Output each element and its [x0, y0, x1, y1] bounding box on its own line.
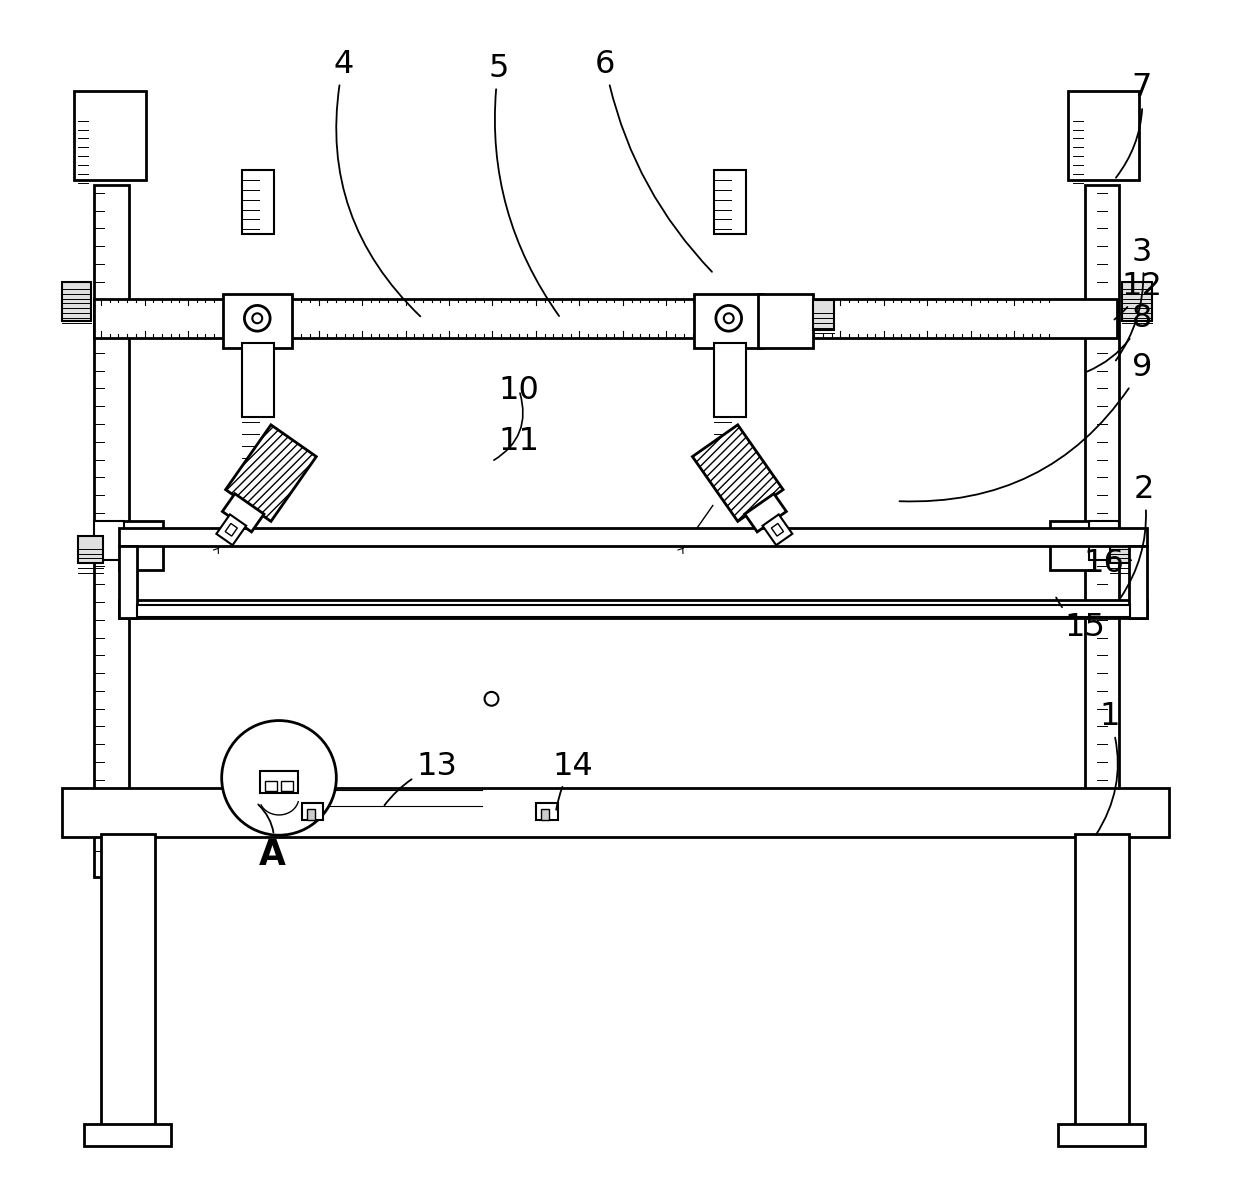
Bar	[1122, 282, 1152, 322]
Bar	[74, 91, 145, 179]
Bar	[243, 343, 274, 417]
Bar	[1050, 521, 1095, 570]
Circle shape	[715, 305, 742, 331]
Text: 11: 11	[498, 426, 539, 457]
Bar	[1128, 545, 1147, 618]
Text: 4: 4	[334, 49, 420, 317]
Bar	[1058, 1124, 1145, 1146]
Bar	[94, 185, 129, 877]
Text: 2: 2	[1121, 474, 1154, 598]
Bar	[243, 170, 274, 234]
Bar	[94, 521, 124, 561]
Bar	[763, 514, 792, 545]
Text: 14: 14	[552, 751, 593, 810]
Text: 8: 8	[1087, 303, 1152, 372]
Bar	[136, 605, 1130, 617]
Text: 1: 1	[1096, 701, 1120, 835]
Text: 6: 6	[595, 49, 712, 271]
Bar	[812, 300, 835, 330]
Text: 9: 9	[899, 352, 1152, 501]
Circle shape	[252, 313, 262, 323]
Bar	[102, 835, 155, 1129]
Bar	[306, 808, 315, 820]
Bar	[119, 527, 1147, 545]
Text: 16: 16	[1084, 548, 1131, 579]
Bar	[1068, 91, 1138, 179]
Circle shape	[222, 720, 336, 835]
Bar	[223, 293, 291, 348]
Bar	[1110, 536, 1135, 563]
Bar	[62, 282, 92, 322]
Bar	[694, 293, 764, 348]
Circle shape	[244, 305, 270, 331]
Bar	[1075, 835, 1128, 1129]
Bar	[94, 299, 1117, 338]
Bar	[119, 545, 136, 618]
Bar	[226, 524, 237, 536]
Bar	[84, 1124, 171, 1146]
Bar	[281, 781, 293, 791]
Text: 15: 15	[1056, 598, 1105, 643]
Bar	[62, 788, 1168, 837]
Circle shape	[485, 692, 498, 706]
Bar	[226, 425, 316, 521]
Bar	[260, 771, 298, 793]
FancyArrowPatch shape	[494, 393, 523, 460]
Bar	[78, 536, 103, 563]
Text: 10: 10	[498, 374, 539, 405]
Bar	[265, 781, 277, 791]
Bar	[301, 803, 324, 820]
Bar	[222, 494, 264, 532]
Bar	[119, 600, 1147, 618]
Text: 3: 3	[1116, 237, 1152, 360]
Text: 13: 13	[384, 751, 458, 805]
Bar	[745, 494, 786, 532]
Bar	[541, 808, 549, 820]
Bar	[119, 521, 164, 570]
Bar	[1090, 521, 1120, 561]
Bar	[759, 293, 812, 348]
Bar	[714, 343, 745, 417]
Bar	[692, 425, 784, 521]
Text: 5: 5	[489, 53, 559, 316]
Text: 7: 7	[1116, 73, 1152, 178]
Text: 12: 12	[1115, 271, 1162, 319]
Circle shape	[724, 313, 734, 323]
Bar	[216, 514, 247, 545]
Bar	[1085, 185, 1120, 877]
Bar	[771, 524, 784, 536]
Bar	[714, 170, 745, 234]
Text: A: A	[258, 805, 285, 872]
Bar	[536, 803, 558, 820]
